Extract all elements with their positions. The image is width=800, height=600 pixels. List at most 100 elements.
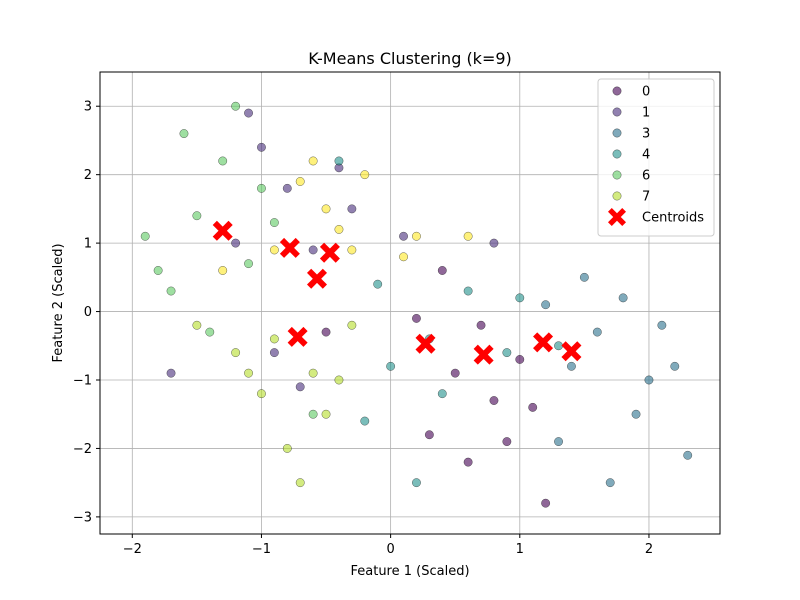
y-tick-label: 3: [84, 100, 92, 115]
data-point: [257, 142, 266, 152]
data-point: [321, 327, 331, 337]
legend-marker: [612, 149, 622, 159]
data-point: [295, 177, 305, 186]
data-point: [424, 430, 434, 440]
legend-marker: [612, 128, 622, 138]
x-tick-label: 2: [645, 542, 653, 557]
data-point: [231, 101, 241, 111]
data-point: [321, 409, 331, 419]
x-axis-label: Feature 1 (Scaled): [350, 564, 469, 579]
data-point: [308, 409, 318, 419]
data-point: [489, 396, 499, 405]
legend-label: 6: [642, 169, 650, 184]
data-point: [205, 327, 215, 337]
data-point: [412, 478, 421, 488]
data-point: [463, 231, 473, 241]
data-point: [567, 361, 576, 371]
data-point: [179, 129, 189, 139]
data-point: [282, 443, 292, 453]
y-tick-label: 1: [84, 237, 92, 252]
centroid-marker: [212, 220, 233, 241]
data-point: [282, 183, 292, 193]
data-point: [670, 361, 680, 371]
chart-title: K-Means Clustering (k=9): [308, 49, 512, 68]
legend-marker: [612, 170, 622, 180]
legend-marker: [612, 191, 622, 201]
data-point: [554, 341, 563, 351]
centroid-marker: [533, 332, 554, 353]
data-point: [308, 245, 318, 255]
data-point: [257, 389, 266, 399]
centroid-marker: [287, 326, 308, 347]
data-point: [269, 348, 279, 358]
data-point: [244, 259, 253, 269]
data-point: [360, 416, 370, 426]
data-point: [334, 375, 344, 385]
y-tick-label: −2: [73, 442, 92, 457]
y-tick-label: −3: [73, 510, 92, 525]
data-point: [295, 382, 305, 392]
data-point: [528, 402, 538, 412]
data-point: [321, 204, 331, 214]
data-point: [153, 266, 163, 275]
data-point: [618, 293, 628, 303]
legend-label: 4: [642, 148, 650, 163]
data-point: [192, 320, 202, 330]
data-point: [308, 156, 318, 166]
data-point: [554, 437, 563, 447]
data-point: [644, 375, 654, 385]
data-point: [489, 238, 499, 248]
centroid-marker: [319, 242, 340, 263]
data-point: [347, 245, 357, 255]
centroid-marker: [473, 344, 494, 365]
data-point: [257, 183, 266, 193]
legend-centroid-marker: [608, 208, 626, 226]
data-point: [399, 231, 408, 241]
series-0: [321, 266, 551, 508]
y-tick-label: 0: [84, 305, 92, 320]
data-point: [683, 450, 693, 460]
data-point: [463, 457, 473, 467]
data-point: [399, 252, 408, 262]
data-point: [218, 156, 228, 166]
data-point: [657, 320, 667, 330]
data-point: [579, 272, 589, 282]
data-point: [412, 231, 421, 241]
data-point: [450, 368, 460, 378]
y-tick-label: 2: [84, 168, 92, 183]
legend-label-centroids: Centroids: [642, 211, 704, 226]
legend: 0 1 3 4 6 7 Centroids: [597, 78, 715, 237]
data-point: [541, 300, 551, 310]
centroid-marker: [561, 341, 582, 362]
data-point: [360, 170, 370, 180]
legend-label: 7: [642, 190, 650, 205]
data-point: [269, 334, 279, 344]
data-point: [437, 389, 447, 399]
data-point: [605, 478, 615, 488]
data-point: [244, 108, 253, 118]
data-point: [218, 266, 228, 275]
data-point: [592, 327, 602, 337]
data-point: [463, 286, 473, 296]
legend-box: [597, 78, 715, 237]
data-point: [308, 368, 318, 378]
y-axis-label: Feature 2 (Scaled): [51, 243, 66, 362]
series-4: [140, 101, 318, 419]
data-point: [231, 348, 241, 358]
x-tick-label: −1: [252, 542, 271, 557]
data-point: [386, 361, 396, 371]
legend-marker: [612, 86, 622, 96]
data-point: [373, 279, 383, 289]
data-point: [515, 293, 525, 303]
legend-label: 0: [642, 85, 650, 100]
data-point: [476, 320, 486, 330]
data-point: [140, 231, 150, 241]
centroid-marker: [279, 237, 300, 258]
data-point: [269, 218, 279, 228]
data-point: [412, 313, 421, 323]
series-5: [192, 320, 357, 488]
series-2: [541, 272, 693, 488]
series-6: [218, 156, 473, 275]
